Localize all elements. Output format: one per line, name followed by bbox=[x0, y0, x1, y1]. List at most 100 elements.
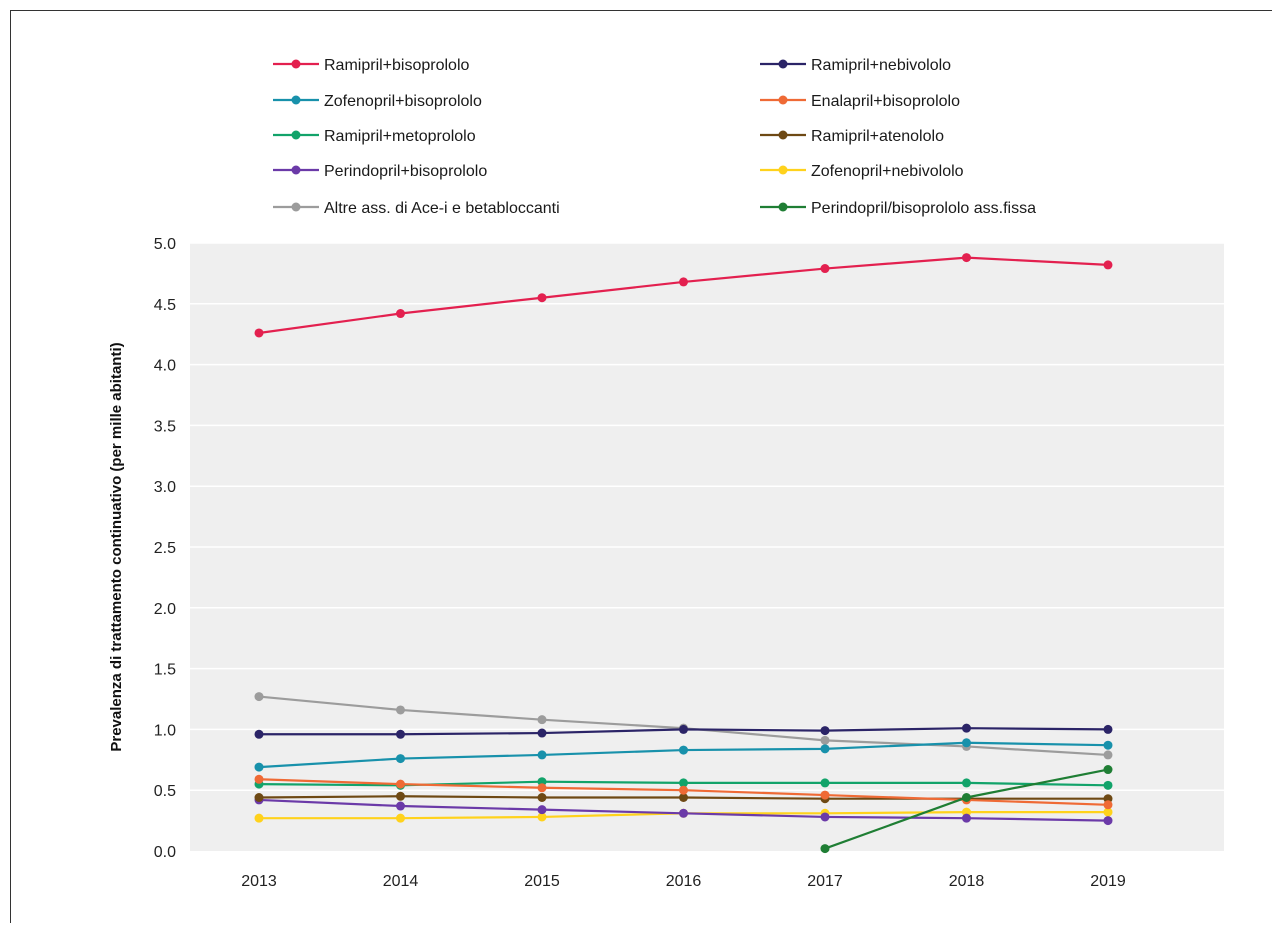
legend-swatch-marker bbox=[291, 165, 301, 175]
data-point bbox=[1103, 765, 1113, 775]
legend-label: Altre ass. di Ace-i e betabloccanti bbox=[324, 200, 560, 217]
legend-item: Zofenopril+nebivololo bbox=[760, 163, 964, 180]
data-point bbox=[962, 738, 971, 748]
data-point bbox=[820, 844, 830, 854]
data-point bbox=[820, 812, 830, 822]
legend-label: Perindopril/bisoprololo ass.fissa bbox=[811, 200, 1036, 217]
data-point bbox=[820, 726, 830, 736]
data-point bbox=[1103, 807, 1113, 817]
data-point bbox=[679, 277, 688, 287]
x-tick-label: 2019 bbox=[1090, 873, 1126, 890]
x-tick-label: 2015 bbox=[524, 873, 560, 890]
data-point bbox=[396, 705, 405, 715]
y-tick-label: 3.5 bbox=[154, 418, 176, 435]
data-point bbox=[396, 813, 405, 823]
data-point bbox=[679, 724, 688, 734]
legend: Ramipril+bisoprololo Ramipril+nebivololo Z… bbox=[273, 57, 1036, 217]
legend-item: Ramipril+bisoprololo bbox=[273, 57, 470, 74]
data-point bbox=[820, 735, 830, 745]
y-tick-label: 1.0 bbox=[154, 722, 176, 739]
data-point bbox=[820, 264, 830, 274]
data-point bbox=[962, 253, 971, 263]
data-point bbox=[962, 778, 971, 788]
data-point bbox=[1103, 800, 1113, 810]
y-tick-label: 0.0 bbox=[154, 844, 176, 861]
legend-swatch-marker bbox=[778, 95, 788, 105]
legend-label: Ramipril+atenololo bbox=[811, 128, 944, 145]
data-point bbox=[396, 779, 405, 789]
legend-label: Zofenopril+nebivololo bbox=[811, 163, 964, 180]
legend-label: Perindopril+bisoprololo bbox=[324, 163, 487, 180]
data-point bbox=[1103, 780, 1113, 790]
legend-item: Ramipril+nebivololo bbox=[760, 57, 951, 74]
x-axis-ticks: 2013 2014 2015 2016 2017 2018 2019 bbox=[241, 873, 1126, 890]
x-tick-label: 2016 bbox=[666, 873, 702, 890]
data-point bbox=[962, 813, 971, 823]
series-9 bbox=[820, 765, 1113, 854]
data-point bbox=[820, 744, 830, 754]
y-tick-label: 4.5 bbox=[154, 297, 176, 314]
y-tick-label: 4.0 bbox=[154, 358, 176, 375]
legend-item: Zofenopril+bisoprololo bbox=[273, 93, 482, 110]
data-point bbox=[537, 728, 547, 738]
data-point bbox=[254, 328, 264, 338]
legend-item: Ramipril+atenololo bbox=[760, 128, 944, 145]
data-point bbox=[1103, 260, 1113, 270]
legend-label: Zofenopril+bisoprololo bbox=[324, 93, 482, 110]
data-point bbox=[679, 745, 688, 755]
x-tick-label: 2017 bbox=[807, 873, 843, 890]
data-point bbox=[396, 754, 405, 764]
data-point bbox=[679, 785, 688, 795]
data-point bbox=[537, 812, 547, 822]
y-tick-label: 1.5 bbox=[154, 662, 176, 679]
data-point bbox=[396, 791, 405, 801]
legend-swatch-marker bbox=[291, 202, 301, 212]
data-point bbox=[820, 778, 830, 788]
data-point bbox=[254, 774, 264, 784]
legend-item: Perindopril/bisoprololo ass.fissa bbox=[760, 200, 1036, 217]
y-tick-label: 5.0 bbox=[154, 236, 176, 253]
x-tick-label: 2013 bbox=[241, 873, 277, 890]
y-tick-label: 3.0 bbox=[154, 479, 176, 496]
y-tick-label: 2.0 bbox=[154, 601, 176, 618]
legend-label: Ramipril+nebivololo bbox=[811, 57, 951, 74]
data-point bbox=[537, 715, 547, 725]
data-point bbox=[396, 729, 405, 739]
legend-swatch-marker bbox=[291, 59, 301, 69]
data-point bbox=[1103, 750, 1113, 760]
data-point bbox=[254, 729, 264, 739]
data-point bbox=[537, 783, 547, 793]
series-0 bbox=[254, 253, 1113, 338]
data-point bbox=[254, 792, 264, 802]
legend-label: Ramipril+metoprololo bbox=[324, 128, 476, 145]
legend-item: Ramipril+metoprololo bbox=[273, 128, 476, 145]
data-point bbox=[962, 723, 971, 733]
legend-label: Ramipril+bisoprololo bbox=[324, 57, 470, 74]
y-axis-label: Prevalenza di trattamento continuativo (… bbox=[108, 342, 125, 751]
y-tick-label: 0.5 bbox=[154, 783, 176, 800]
data-point bbox=[254, 813, 264, 823]
legend-label: Enalapril+bisoprololo bbox=[811, 93, 960, 110]
legend-item: Perindopril+bisoprololo bbox=[273, 163, 487, 180]
legend-swatch-marker bbox=[778, 130, 788, 140]
x-tick-label: 2018 bbox=[949, 873, 985, 890]
y-tick-label: 2.5 bbox=[154, 540, 176, 557]
legend-swatch-marker bbox=[778, 202, 788, 212]
data-point bbox=[1103, 740, 1113, 750]
data-point bbox=[679, 792, 688, 802]
data-point bbox=[1103, 816, 1113, 826]
data-point bbox=[254, 692, 264, 702]
data-point bbox=[537, 805, 547, 815]
legend-swatch-marker bbox=[291, 130, 301, 140]
legend-item: Enalapril+bisoprololo bbox=[760, 93, 960, 110]
chart-frame bbox=[10, 10, 1272, 923]
x-tick-label: 2014 bbox=[383, 873, 419, 890]
series-2 bbox=[254, 738, 1113, 772]
data-point bbox=[537, 750, 547, 760]
y-axis-ticks: 0.0 0.5 1.0 1.5 2.0 2.5 3.0 3.5 4.0 4.5 5.0 bbox=[154, 236, 176, 861]
data-point bbox=[679, 778, 688, 788]
data-point bbox=[396, 801, 405, 811]
series-1 bbox=[254, 723, 1113, 739]
legend-swatch-marker bbox=[778, 165, 788, 175]
